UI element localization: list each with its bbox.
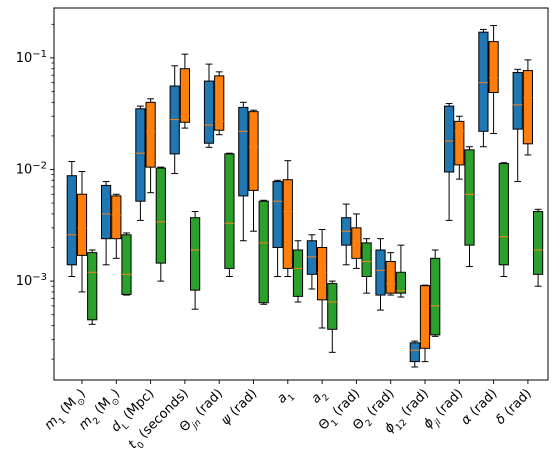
box-iqr [533, 211, 544, 275]
box-3-series-1 [135, 105, 146, 221]
box-8-series-1 [306, 234, 317, 290]
box-8-series-3 [327, 280, 338, 353]
box-iqr [101, 184, 112, 240]
y-tick-label-2: 10−2 [16, 160, 47, 178]
box-13-series-1 [478, 28, 489, 148]
box-12-series-1 [444, 103, 455, 221]
box-11-series-2 [419, 284, 431, 363]
box-4-series-2 [179, 53, 191, 129]
box-iqr [464, 149, 475, 246]
box-iqr [145, 101, 156, 168]
box-iqr [292, 249, 304, 297]
box-series-1 [66, 28, 523, 368]
box-2-series-3 [121, 232, 132, 296]
box-5-series-3 [224, 152, 235, 277]
box-iqr [361, 242, 372, 277]
box-13-series-2 [488, 25, 499, 135]
box-6-series-1 [238, 101, 249, 242]
box-4-series-1 [169, 65, 180, 175]
box-6-series-2 [248, 109, 259, 232]
box-iqr [272, 181, 283, 249]
box-11-series-3 [430, 249, 441, 337]
box-iqr [488, 41, 499, 93]
box-12-series-3 [464, 146, 475, 268]
box-iqr [238, 106, 249, 197]
box-3-series-3 [155, 166, 166, 282]
box-iqr [76, 193, 88, 256]
y-tick-label-1: 10−3 [16, 272, 47, 290]
box-iqr [430, 257, 441, 336]
box-iqr [351, 227, 362, 259]
box-7-series-1 [272, 179, 283, 277]
box-iqr [327, 283, 338, 330]
box-iqr [66, 175, 77, 266]
box-iqr [282, 179, 293, 269]
box-7-series-2 [282, 160, 293, 277]
box-iqr [395, 271, 406, 294]
box-14-series-2 [522, 59, 533, 156]
box-iqr [478, 31, 489, 132]
box-13-series-3 [498, 162, 509, 277]
box-series-3 [87, 146, 544, 353]
box-2-series-2 [111, 193, 122, 259]
box-iqr [419, 285, 431, 349]
box-8-series-2 [317, 229, 328, 329]
box-iqr [203, 80, 215, 144]
box-iqr [317, 247, 328, 301]
box-5-series-2 [214, 71, 225, 136]
box-iqr [454, 120, 465, 166]
y-tick-label-3: 10−1 [16, 48, 47, 66]
box-iqr [121, 234, 132, 295]
box-1-series-3 [87, 249, 98, 325]
box-7-series-3 [292, 240, 304, 303]
box-iqr [111, 195, 122, 240]
box-iqr [306, 240, 317, 275]
box-9-series-3 [361, 238, 372, 294]
box-iqr [224, 153, 235, 269]
box-iqr [522, 70, 533, 145]
box-9-series-2 [351, 213, 362, 269]
box-iqr [409, 342, 420, 363]
box-6-series-3 [258, 199, 269, 305]
box-1-series-2 [76, 170, 88, 293]
box-14-series-3 [533, 208, 544, 287]
box-10-series-1 [375, 238, 386, 311]
box-iqr [375, 249, 386, 296]
box-iqr [498, 163, 509, 266]
box-2-series-1 [101, 181, 112, 266]
box-iqr [258, 200, 269, 304]
box-iqr [155, 167, 166, 264]
box-iqr [179, 68, 191, 123]
box-10-series-2 [385, 252, 396, 296]
box-11-series-1 [409, 340, 420, 368]
box-14-series-1 [512, 68, 523, 183]
box-iqr [512, 71, 523, 130]
box-iqr [87, 252, 98, 321]
box-iqr [385, 260, 396, 294]
box-iqr [444, 105, 455, 173]
box-9-series-1 [341, 203, 352, 266]
box-iqr [135, 108, 146, 202]
box-3-series-2 [145, 98, 156, 194]
box-iqr [190, 217, 201, 291]
plot-area [66, 25, 544, 368]
box-1-series-1 [66, 160, 77, 277]
box-iqr [248, 111, 259, 191]
box-iqr [214, 75, 225, 131]
box-10-series-3 [395, 244, 406, 298]
box-12-series-2 [454, 115, 465, 180]
box-4-series-3 [190, 211, 201, 310]
box-series-2 [76, 25, 533, 363]
box-5-series-1 [203, 63, 215, 148]
